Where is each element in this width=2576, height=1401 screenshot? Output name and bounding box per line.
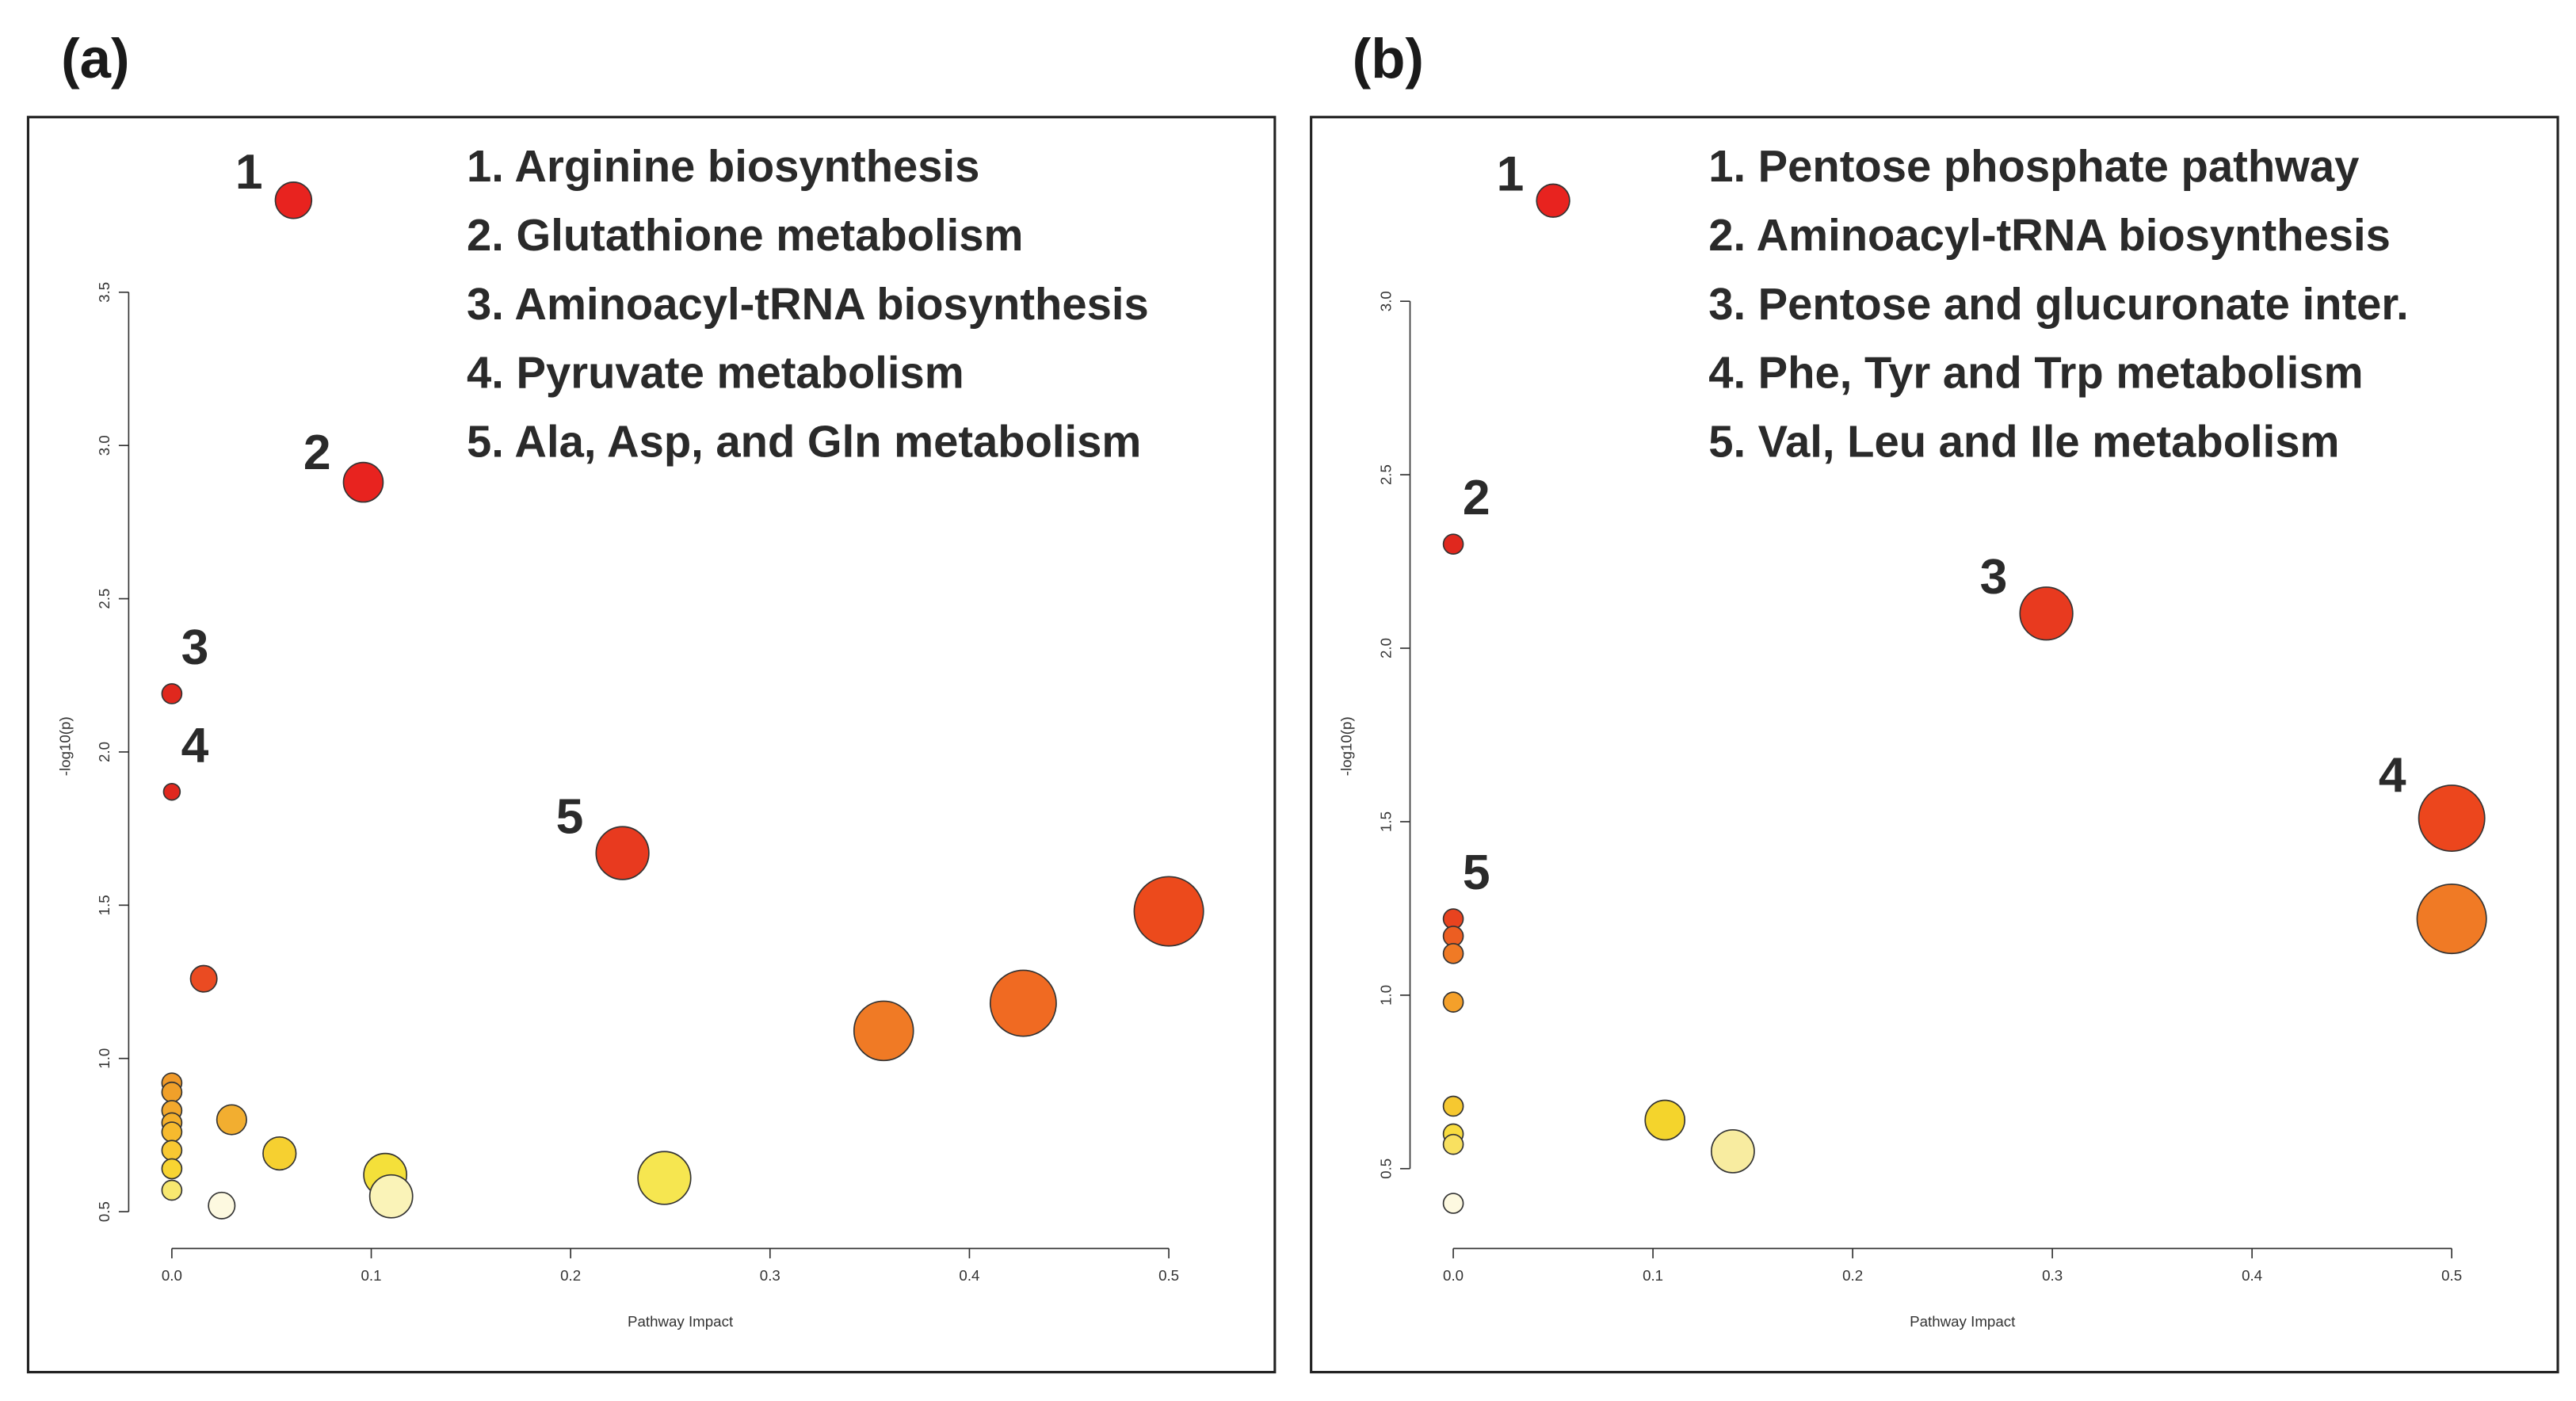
- bubble: [595, 826, 650, 880]
- bubble: [1442, 1193, 1464, 1214]
- bubble: [161, 1140, 183, 1162]
- x-tick-label: 0.2: [1842, 1267, 1863, 1284]
- point-label: 2: [1463, 470, 1490, 525]
- x-tick-label: 0.1: [1643, 1267, 1663, 1284]
- legend-line: 4. Pyruvate metabolism: [467, 348, 964, 398]
- bubble: [161, 1121, 183, 1143]
- legend-line: 5. Ala, Asp, and Gln metabolism: [467, 416, 1141, 466]
- point-label: 3: [1980, 549, 2008, 605]
- bubble: [2019, 586, 2074, 641]
- point-label: 4: [2379, 747, 2406, 803]
- bubble: [161, 683, 183, 704]
- x-tick-label: 0.3: [2042, 1267, 2063, 1284]
- y-tick-label: 2.0: [1377, 638, 1394, 659]
- y-tick-label: 1.5: [1377, 811, 1394, 832]
- bubble: [2416, 883, 2487, 955]
- bubble: [1442, 533, 1464, 555]
- bubble: [161, 1158, 183, 1180]
- x-axis-title: Pathway Impact: [628, 1313, 734, 1330]
- y-axis-title: -log10(p): [56, 716, 73, 776]
- point-label: 2: [303, 425, 331, 480]
- bubble: [1442, 943, 1464, 964]
- x-axis-title: Pathway Impact: [1910, 1313, 2016, 1330]
- y-tick-label: 0.5: [1377, 1159, 1394, 1179]
- legend-line: 5. Val, Leu and Ile metabolism: [1708, 416, 2339, 466]
- panel-frame: [26, 116, 1277, 1374]
- y-tick-label: 2.5: [1377, 464, 1394, 485]
- bubble: [1536, 183, 1570, 218]
- y-tick-label: 1.0: [96, 1048, 113, 1069]
- y-tick-label: 3.0: [96, 435, 113, 456]
- legend-line: 4. Phe, Tyr and Trp metabolism: [1708, 348, 2363, 398]
- y-tick-label: 3.5: [96, 282, 113, 303]
- bubble: [2418, 784, 2486, 853]
- point-label: 3: [181, 620, 209, 675]
- bubble: [161, 1081, 183, 1103]
- bubble: [161, 1179, 183, 1201]
- bubble: [1442, 1095, 1464, 1117]
- bubble: [1711, 1129, 1755, 1174]
- legend-line: 3. Aminoacyl-tRNA biosynthesis: [467, 279, 1149, 329]
- y-tick-label: 3.0: [1377, 291, 1394, 311]
- y-tick-label: 0.5: [96, 1201, 113, 1222]
- bubble: [989, 969, 1057, 1037]
- bubble: [274, 181, 313, 220]
- y-tick-label: 1.0: [1377, 985, 1394, 1006]
- y-axis-title: -log10(p): [1338, 716, 1354, 776]
- x-tick-label: 0.4: [959, 1267, 979, 1284]
- legend-line: 2. Aminoacyl-tRNA biosynthesis: [1708, 210, 2391, 260]
- x-tick-label: 0.4: [2242, 1267, 2262, 1284]
- bubble: [1133, 876, 1204, 947]
- legend-line: 1. Arginine biosynthesis: [467, 141, 979, 191]
- bubble: [262, 1136, 297, 1171]
- bubble: [208, 1191, 236, 1220]
- x-tick-label: 0.5: [2441, 1267, 2462, 1284]
- x-tick-label: 0.1: [361, 1267, 382, 1284]
- point-label: 1: [1497, 147, 1525, 202]
- y-tick-label: 2.0: [96, 742, 113, 762]
- panel-label: (a): [61, 27, 129, 90]
- point-label: 5: [556, 788, 584, 844]
- y-tick-label: 2.5: [96, 589, 113, 609]
- bubble: [1442, 1133, 1464, 1155]
- bubble: [189, 964, 218, 993]
- x-tick-label: 0.2: [560, 1267, 581, 1284]
- legend-line: 2. Glutathione metabolism: [467, 210, 1023, 260]
- bubble: [368, 1174, 414, 1219]
- bubble: [162, 782, 181, 801]
- bubble: [1442, 991, 1464, 1013]
- bubble: [1644, 1099, 1686, 1141]
- bubble: [637, 1151, 692, 1205]
- bubble: [342, 461, 384, 503]
- y-tick-label: 1.5: [96, 895, 113, 915]
- panel-frame: [1310, 116, 2559, 1374]
- bubble: [216, 1104, 247, 1136]
- panel-label: (b): [1353, 27, 1424, 90]
- x-tick-label: 0.0: [162, 1267, 182, 1284]
- legend-line: 3. Pentose and glucuronate inter.: [1708, 279, 2409, 329]
- x-tick-label: 0.5: [1158, 1267, 1179, 1284]
- point-label: 4: [181, 718, 209, 773]
- bubble: [853, 1000, 914, 1062]
- legend-line: 1. Pentose phosphate pathway: [1708, 141, 2359, 191]
- point-label: 1: [235, 144, 263, 200]
- point-label: 5: [1463, 845, 1490, 900]
- x-tick-label: 0.0: [1443, 1267, 1464, 1284]
- x-tick-label: 0.3: [760, 1267, 780, 1284]
